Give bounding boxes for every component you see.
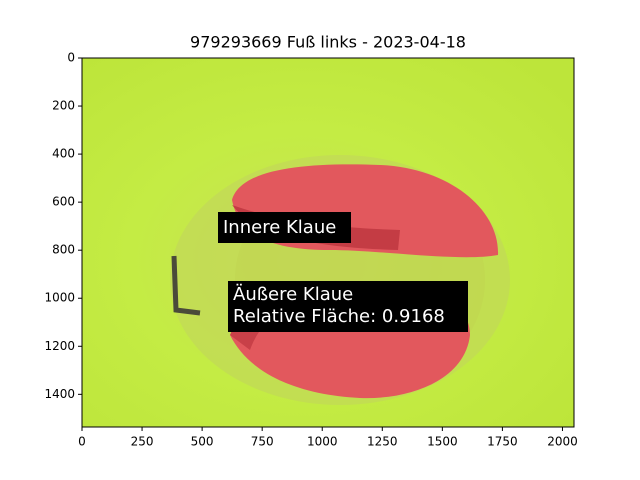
axes-frame — [81, 57, 575, 428]
y-tick-label: 1000 — [44, 291, 75, 305]
annotation-text: Äußere Klaue — [233, 284, 353, 305]
annotation-box — [228, 281, 468, 332]
annotations: Innere Klaue Äußere Klaue Relative Fläch… — [218, 212, 468, 332]
x-tick-label: 1500 — [427, 435, 458, 449]
y-tick-label: 1400 — [44, 387, 75, 401]
y-tick-label: 400 — [52, 147, 75, 161]
annotation-text: Relative Fläche: 0.9168 — [233, 306, 445, 327]
y-tick-label: 1200 — [44, 339, 75, 353]
x-tick-label: 1000 — [307, 435, 338, 449]
y-tick-label: 800 — [52, 243, 75, 257]
annotation-box — [218, 212, 351, 243]
chart-title: 979293669 Fuß links - 2023-04-18 — [190, 33, 466, 52]
x-tick-label: 2000 — [547, 435, 578, 449]
x-tick-label: 0 — [78, 435, 86, 449]
x-tick-label: 1250 — [367, 435, 398, 449]
x-tick-label: 1750 — [487, 435, 518, 449]
y-tick-label: 200 — [52, 99, 75, 113]
x-tick-label: 750 — [251, 435, 274, 449]
y-tick-label: 0 — [67, 51, 75, 65]
annotation-text: Innere Klaue — [223, 217, 336, 238]
y-tick-label: 600 — [52, 195, 75, 209]
x-tick-label: 500 — [191, 435, 214, 449]
x-tick-label: 250 — [131, 435, 154, 449]
